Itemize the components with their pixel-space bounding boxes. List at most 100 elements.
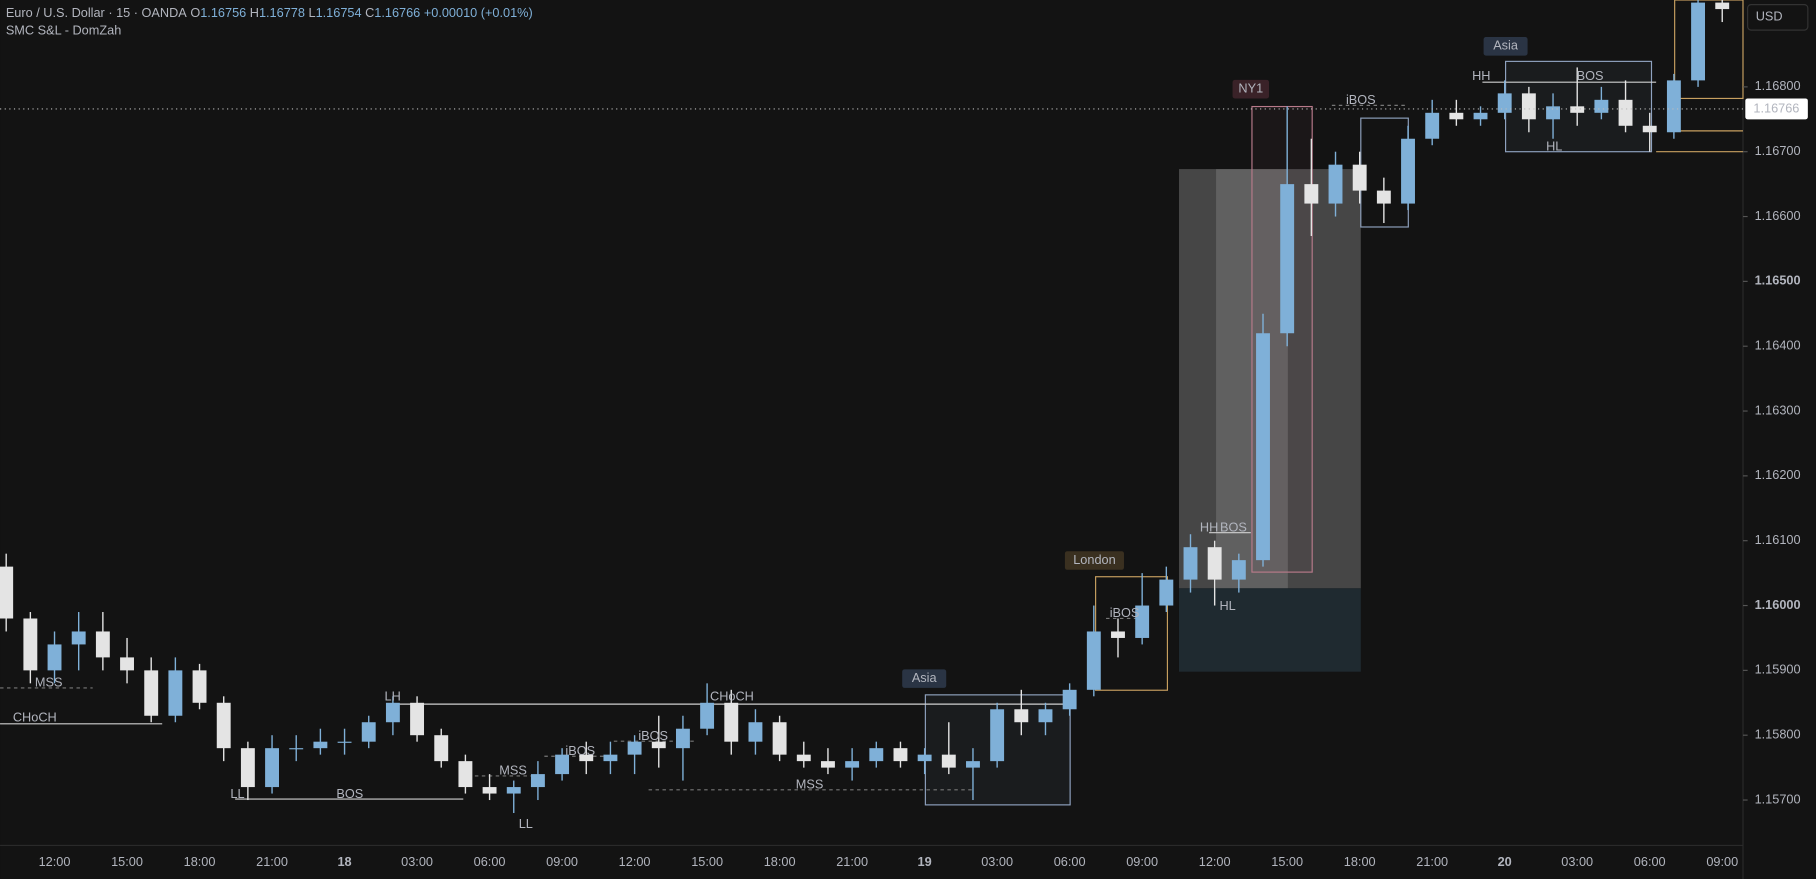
x-tick-label: 03:00 <box>401 854 433 869</box>
structure-label: LL <box>519 816 533 831</box>
candle-body <box>313 741 328 749</box>
ohlc-value: 1.16754 <box>316 5 362 20</box>
y-tick-label: 1.16000 <box>1755 597 1801 612</box>
x-tick-label: 15:00 <box>111 854 143 869</box>
ohlc-value: 1.16756 <box>200 5 246 20</box>
structure-label: CHoCH <box>710 689 754 704</box>
candle-body <box>1376 190 1391 204</box>
candle-body <box>627 741 642 755</box>
candle-body <box>1183 547 1198 580</box>
candle-body <box>917 754 932 762</box>
candle-body <box>95 631 110 658</box>
ohlc-label: L <box>308 5 315 20</box>
y-tick-label: 1.16400 <box>1755 338 1801 353</box>
candle-body <box>1086 631 1101 690</box>
candle-body <box>289 748 304 750</box>
y-tick-label: 1.16600 <box>1755 208 1801 223</box>
x-tick-label: 18:00 <box>1344 854 1376 869</box>
candle-body <box>1401 138 1415 204</box>
y-tick-label: 1.16200 <box>1755 467 1801 482</box>
session-badge <box>1064 551 1124 570</box>
candle-body <box>1691 2 1706 81</box>
structure-label: BOS <box>1220 519 1247 534</box>
candle-body <box>506 787 521 794</box>
candle-body <box>1594 99 1609 113</box>
indicator-name: SMC S&L - DomZah <box>6 23 121 38</box>
candle-body <box>1521 93 1536 120</box>
candle-body <box>434 735 449 762</box>
structure-label: iBOS <box>1110 605 1140 620</box>
candle-body <box>1642 125 1657 133</box>
candle-body <box>893 748 908 762</box>
x-tick-label: 12:00 <box>619 854 651 869</box>
session-badge <box>902 669 947 688</box>
candle-body <box>144 670 159 716</box>
ohlc-value: 1.16766 <box>374 5 420 20</box>
london-session-box <box>1674 0 1744 100</box>
candle-body <box>385 702 400 723</box>
last-price-box <box>1745 98 1808 120</box>
labels: CHoCH MSS LH BOS LL MSS iBOS iBOS CHoCH MSS LL Asia… <box>13 37 1604 831</box>
candle-body <box>0 566 14 619</box>
candle-body <box>71 631 86 645</box>
structure-label: HH <box>1472 68 1490 83</box>
x-tick-label: 19 <box>918 854 932 869</box>
ohlc-label: C <box>365 5 374 20</box>
session-badge <box>1483 37 1528 56</box>
ohlc-label: O <box>190 5 200 20</box>
candle-body <box>1304 184 1319 204</box>
session-label: NY1 <box>1238 81 1263 96</box>
candle-body <box>482 787 497 794</box>
structure-label: iBOS <box>1346 92 1376 107</box>
candle-body <box>1135 605 1150 638</box>
candle-body <box>216 702 231 749</box>
candle-body <box>748 722 763 742</box>
candle-body <box>555 754 570 775</box>
x-tick-label: 06:00 <box>1634 854 1666 869</box>
candle-body <box>23 618 38 671</box>
candle-body <box>1425 112 1440 139</box>
x-tick-label: 18:00 <box>764 854 796 869</box>
y-tick-label: 1.16700 <box>1755 143 1801 158</box>
candle-body <box>990 709 1005 762</box>
candle-body <box>47 644 62 671</box>
structure-label: CHoCH <box>13 709 57 724</box>
x-tick-label: 21:00 <box>836 854 868 869</box>
candle-body <box>1618 99 1633 126</box>
structure-label: iBOS <box>638 728 668 743</box>
structure-label: MSS <box>796 777 824 792</box>
candle-body <box>240 748 255 788</box>
candle-body <box>1159 579 1174 606</box>
x-tick-label: 21:00 <box>256 854 288 869</box>
candle-body <box>724 702 739 742</box>
structure-label: HL <box>1220 598 1236 613</box>
candle-body <box>869 748 884 762</box>
x-tick-label: 18:00 <box>184 854 216 869</box>
candle-body <box>458 761 473 788</box>
ohlc-label: H <box>250 5 259 20</box>
header: Euro / U.S. Dollar · 15 · OANDA O1.16756… <box>6 5 533 20</box>
structure-label: LL <box>230 786 244 801</box>
y-tick-label: 1.16500 <box>1755 273 1801 288</box>
candle-body <box>845 761 860 768</box>
candle-body <box>1111 631 1125 638</box>
structure-label: BOS <box>336 786 363 801</box>
structure-label: HH <box>1200 519 1218 534</box>
y-tick-label: 1.15700 <box>1755 791 1801 806</box>
session-label: Asia <box>912 670 938 685</box>
structure-label: MSS <box>499 763 527 778</box>
candle-body <box>1062 689 1077 710</box>
candle-body <box>1352 164 1367 191</box>
structure-label: MSS <box>35 675 63 690</box>
y-tick-label: 1.15800 <box>1755 727 1801 742</box>
candles <box>0 0 1730 813</box>
candle-body <box>1231 560 1246 580</box>
candle-body <box>579 754 594 762</box>
currency-button[interactable] <box>1747 4 1809 31</box>
x-tick-label: 12:00 <box>1199 854 1231 869</box>
candle-body <box>966 761 980 768</box>
currency[interactable]: USD <box>1756 9 1783 24</box>
structure-label: iBOS <box>565 743 595 758</box>
x-tick-label: 15:00 <box>1271 854 1303 869</box>
